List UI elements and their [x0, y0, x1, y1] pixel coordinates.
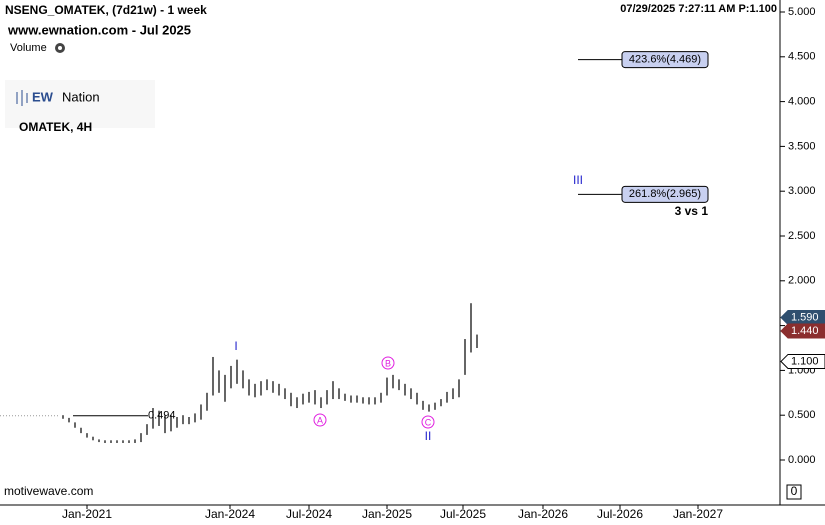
wave-label: C	[425, 417, 432, 427]
symbol-note: OMATEK, 4H	[19, 120, 92, 134]
x-tick-label: Jan-2025	[362, 507, 412, 521]
wave-circle	[421, 415, 435, 429]
volume-axis-box	[786, 484, 802, 500]
start-level-label: 0.494	[148, 410, 176, 422]
x-tick-label: Jul-2025	[440, 507, 486, 521]
y-tick-label: 3.000	[788, 185, 816, 197]
fib-note: 3 vs 1	[675, 204, 709, 218]
x-tick-label: Jan-2027	[673, 507, 723, 521]
wave-circle	[313, 413, 327, 427]
wave-label: III	[573, 173, 583, 187]
x-tick-label: Jul-2024	[286, 507, 332, 521]
y-tick-label: 0.000	[788, 454, 816, 466]
x-tick-label: Jul-2026	[597, 507, 643, 521]
logo-bars	[16, 90, 28, 106]
y-tick-label: 2.000	[788, 275, 816, 287]
wave-label: A	[317, 415, 323, 425]
y-tick-label: 2.500	[788, 230, 816, 242]
volume-axis-label: 0	[791, 484, 798, 498]
wave-label: B	[385, 358, 391, 368]
footer: motivewave.com	[4, 484, 93, 498]
y-tick-label: 3.500	[788, 140, 816, 152]
wave-label: II	[425, 429, 432, 443]
price-tag-label: 1.590	[791, 311, 819, 323]
price-tag-label: 1.100	[791, 355, 819, 367]
price-tag	[780, 353, 825, 369]
logo-prefix: EW	[32, 89, 54, 104]
settings-icon[interactable]	[55, 43, 65, 53]
y-tick-label: 4.500	[788, 51, 816, 63]
price-tag	[780, 323, 825, 339]
logo-name: Nation	[62, 89, 100, 104]
wave-circle	[381, 356, 395, 370]
price-tag-label: 1.440	[791, 325, 819, 337]
x-tick-label: Jan-2021	[62, 507, 112, 521]
logo-box	[5, 80, 155, 128]
chart-title: NSENG_OMATEK, (7d21w) - 1 week	[5, 3, 207, 17]
x-tick-label: Jan-2026	[518, 507, 568, 521]
fib-label: 423.6%(4.469)	[629, 53, 701, 65]
y-tick-label: 4.000	[788, 96, 816, 108]
wave-label: I	[234, 339, 237, 353]
fib-label: 261.8%(2.965)	[629, 188, 701, 200]
subtitle: www.ewnation.com - Jul 2025	[7, 22, 191, 37]
timestamp: 07/29/2025 7:27:11 AM P:1.100	[620, 3, 777, 15]
y-tick-label: 0.500	[788, 409, 816, 421]
volume-label: Volume	[10, 42, 47, 54]
price-tag	[780, 310, 825, 326]
y-tick-label: 5.000	[788, 6, 816, 18]
x-tick-label: Jan-2024	[205, 507, 255, 521]
fib-box	[621, 185, 709, 203]
fib-box	[621, 51, 709, 69]
